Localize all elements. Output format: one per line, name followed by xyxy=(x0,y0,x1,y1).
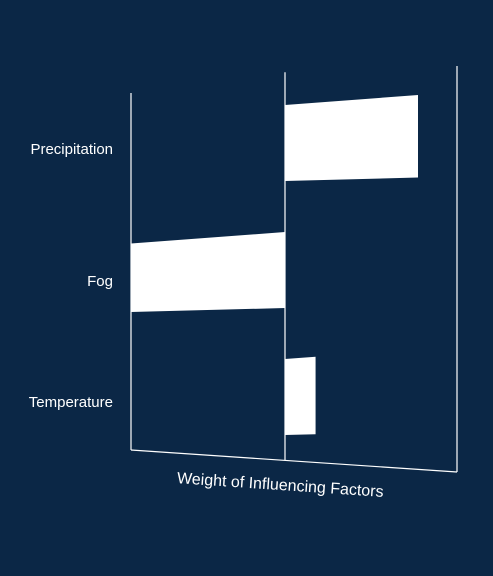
category-labels: Precipitation Fog Temperature xyxy=(29,141,113,411)
bar-precipitation xyxy=(285,95,418,181)
bar-temperature xyxy=(285,356,316,435)
bar-fog xyxy=(131,232,285,313)
category-label-temperature: Temperature xyxy=(29,394,113,411)
bars-group xyxy=(131,95,418,435)
x-axis-title: Weight of Influencing Factors xyxy=(177,470,385,501)
category-label-precipitation: Precipitation xyxy=(30,141,113,158)
category-label-fog: Fog xyxy=(87,273,113,290)
bottom-axis-line xyxy=(130,449,458,473)
